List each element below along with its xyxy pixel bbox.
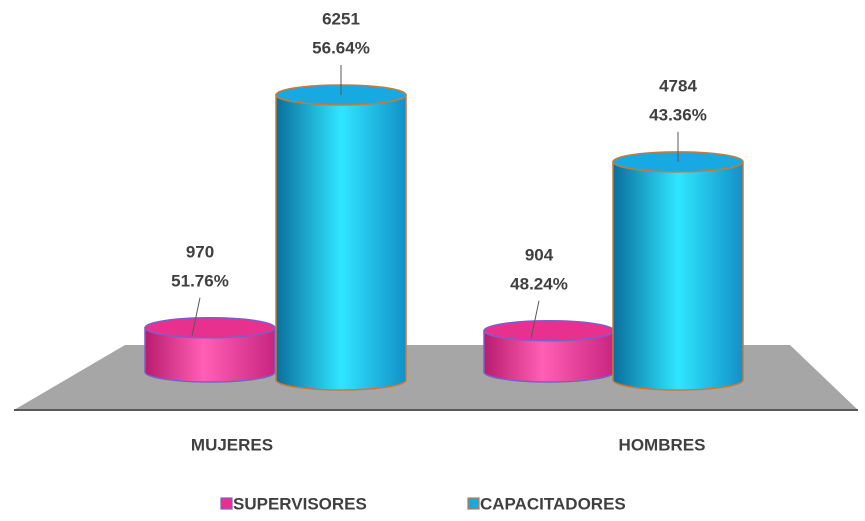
data-label: 970 bbox=[186, 242, 214, 261]
legend-label: SUPERVISORES bbox=[233, 494, 367, 513]
cylinder-top bbox=[483, 320, 615, 342]
data-label: 904 bbox=[525, 245, 554, 264]
percent-label: 56.64% bbox=[312, 38, 370, 57]
percent-label: 43.36% bbox=[649, 105, 707, 124]
x-tick-label: HOMBRES bbox=[619, 435, 706, 454]
legend-swatch bbox=[220, 497, 233, 510]
cylinder bbox=[612, 161, 744, 391]
x-tick-label: MUJERES bbox=[191, 435, 273, 454]
data-label: 6251 bbox=[322, 9, 360, 28]
data-label: 4784 bbox=[659, 76, 697, 95]
percent-label: 51.76% bbox=[171, 271, 229, 290]
legend-label: CAPACITADORES bbox=[480, 494, 626, 513]
leader-line bbox=[530, 300, 540, 339]
leader-line bbox=[191, 297, 201, 336]
legend-swatch bbox=[467, 497, 480, 510]
cylinder-top bbox=[144, 317, 276, 339]
cylinder bbox=[144, 327, 276, 383]
percent-label: 48.24% bbox=[510, 274, 568, 293]
cylinder bbox=[275, 94, 407, 391]
cylinder bbox=[483, 330, 615, 383]
